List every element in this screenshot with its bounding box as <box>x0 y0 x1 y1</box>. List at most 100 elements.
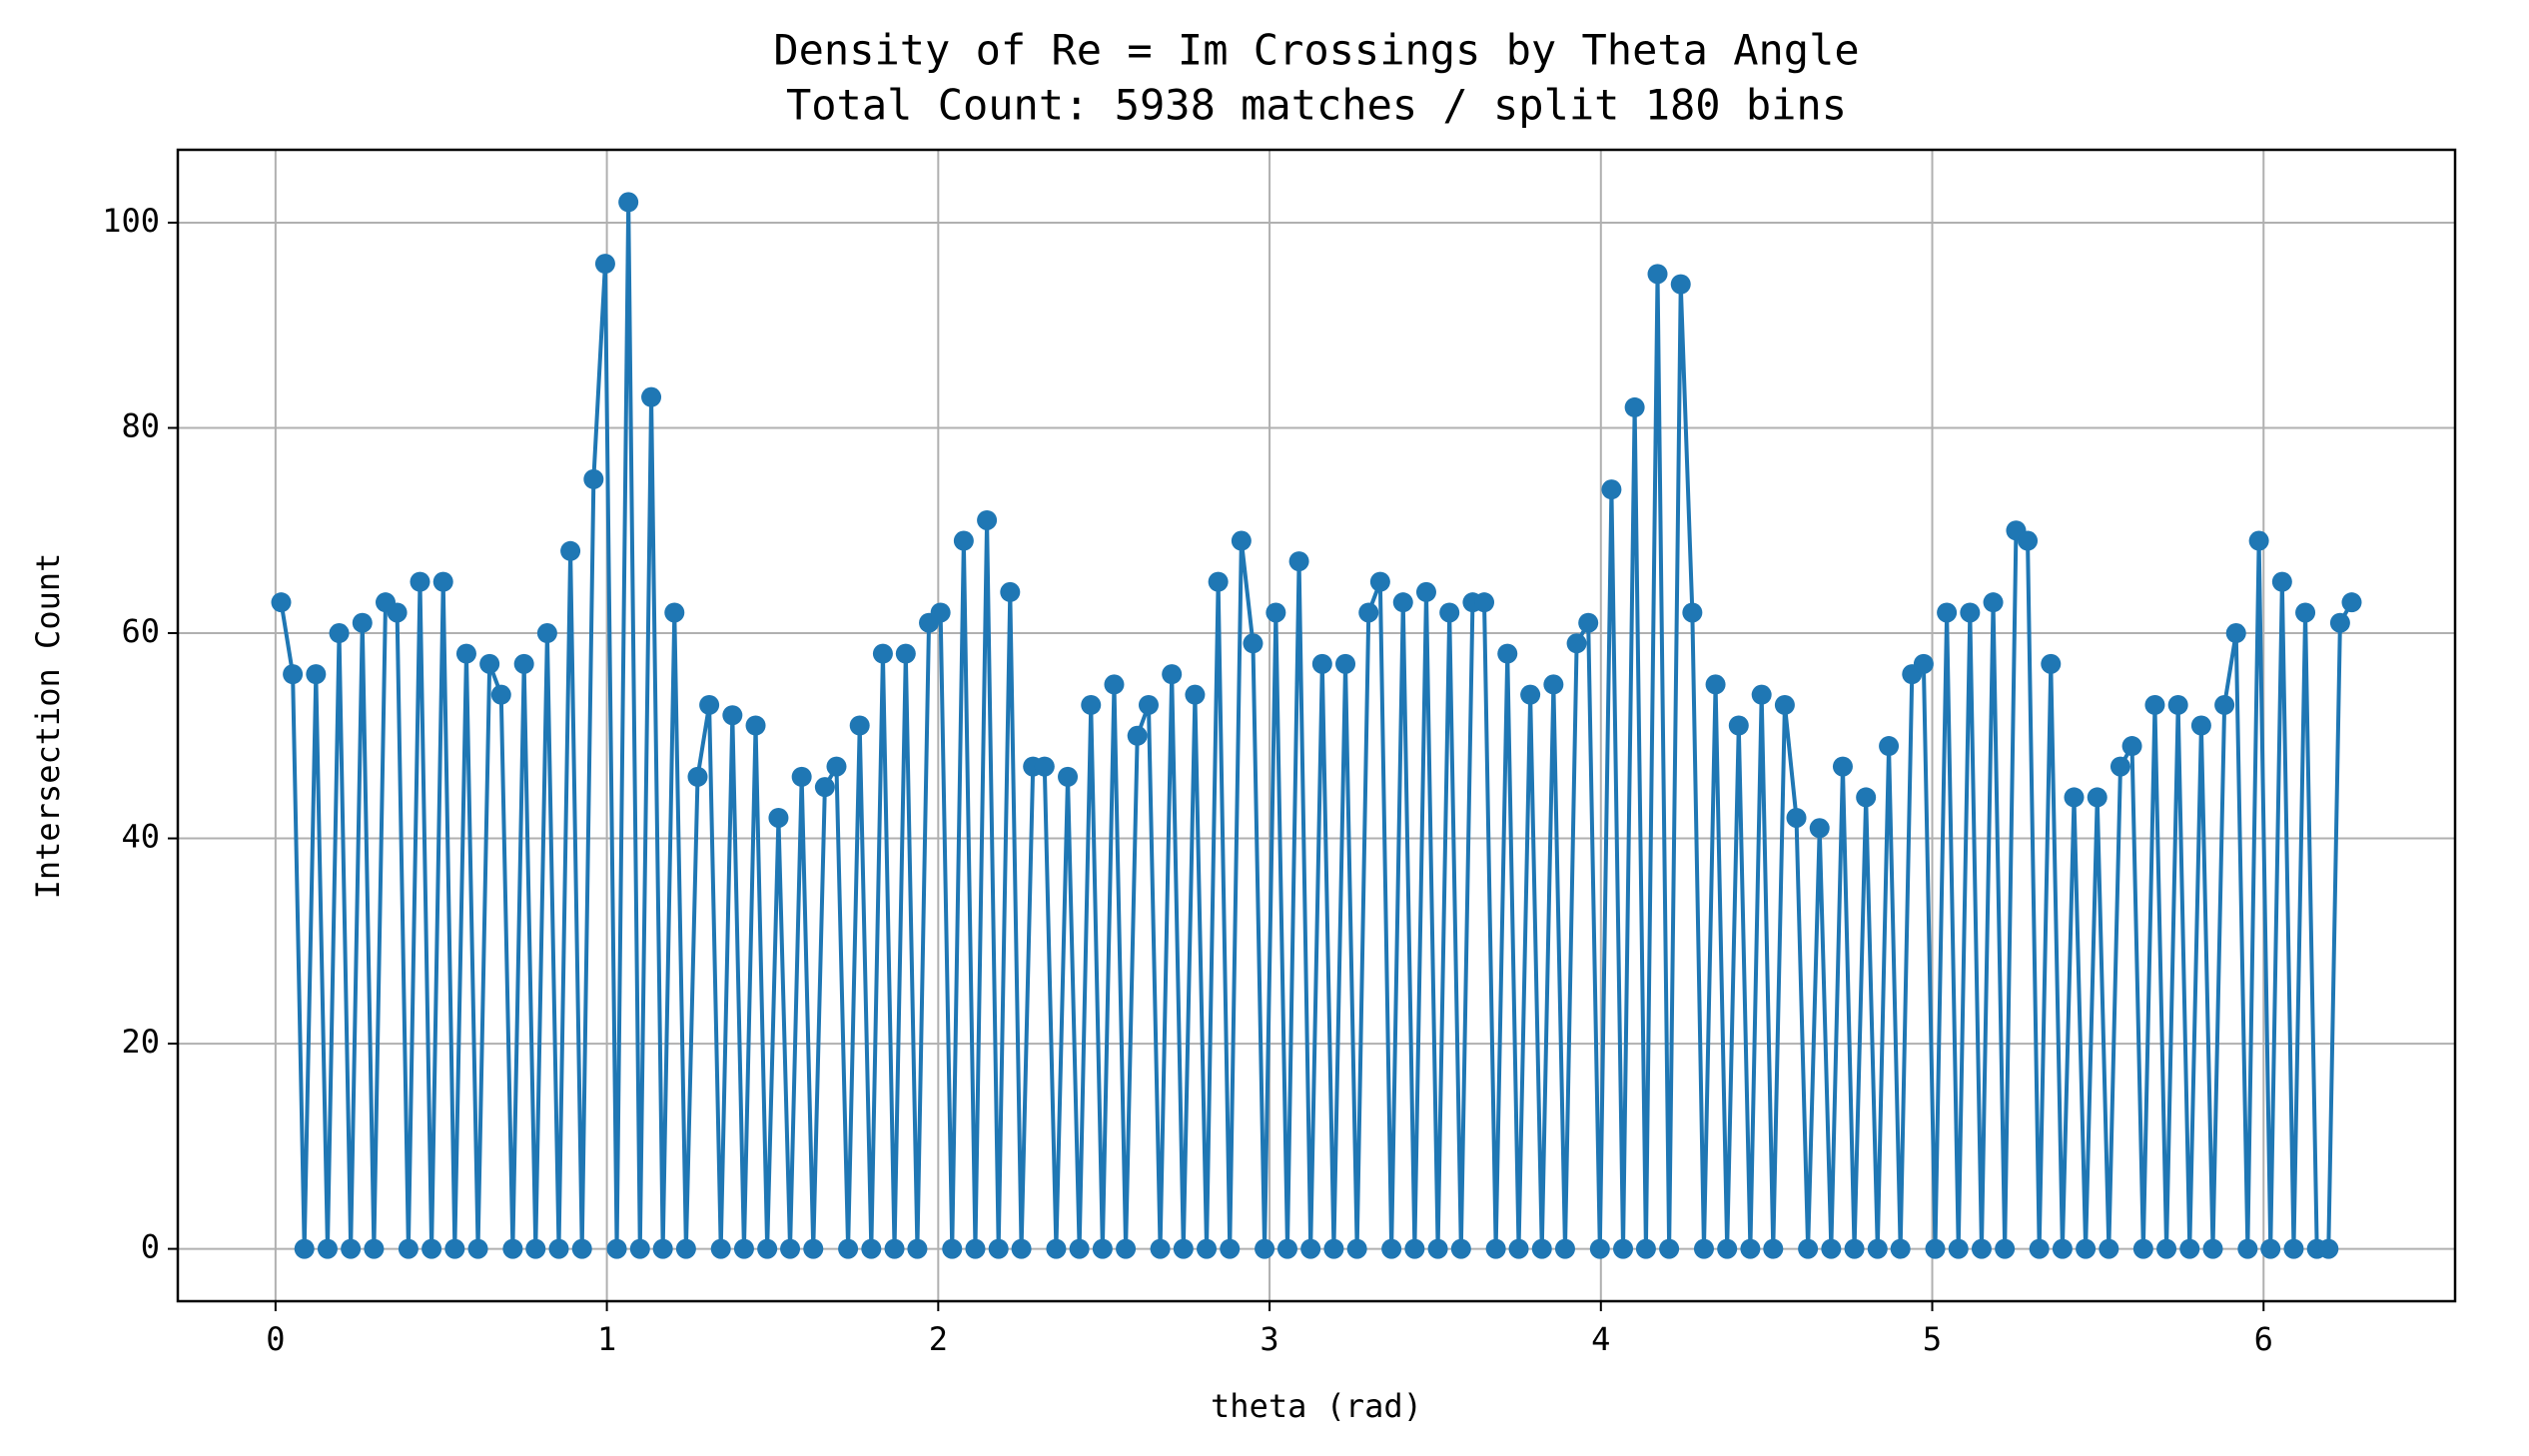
data-point <box>1392 592 1413 613</box>
data-point <box>1890 1238 1911 1259</box>
data-point <box>768 807 789 828</box>
data-point <box>1832 756 1853 777</box>
data-point <box>872 643 893 664</box>
data-point <box>2018 530 2039 551</box>
data-point <box>2144 694 2165 715</box>
data-point <box>387 602 408 623</box>
data-point <box>1520 684 1541 705</box>
data-point <box>1185 684 1206 705</box>
x-tick-label: 4 <box>1591 1320 1610 1358</box>
data-point <box>861 1238 882 1259</box>
data-point <box>2156 1238 2177 1259</box>
data-point <box>329 623 350 644</box>
data-point <box>1300 1238 1321 1259</box>
data-point <box>1613 1238 1634 1259</box>
data-point <box>618 192 639 213</box>
data-point <box>1220 1238 1241 1259</box>
data-point <box>687 766 708 787</box>
data-point <box>1740 1238 1761 1259</box>
data-point <box>826 756 847 777</box>
data-point <box>2052 1238 2073 1259</box>
data-point <box>571 1238 592 1259</box>
data-point <box>1116 1238 1137 1259</box>
x-tick-label: 3 <box>1260 1320 1278 1358</box>
data-line <box>279 200 2354 1251</box>
chart-title: Density of Re = Im Crossings by Theta An… <box>773 26 1859 75</box>
data-point <box>641 386 662 407</box>
data-point <box>1497 643 1518 664</box>
data-point <box>1288 551 1309 572</box>
data-point <box>1659 1238 1680 1259</box>
chart-subtitle: Total Count: 5938 matches / split 180 bi… <box>786 81 1847 130</box>
data-point <box>1751 684 1772 705</box>
data-point <box>1705 674 1726 695</box>
x-axis-label: theta (rad) <box>1211 1387 1422 1425</box>
data-point <box>1427 1238 1448 1259</box>
data-point <box>733 1238 754 1259</box>
data-point <box>1000 581 1021 602</box>
data-point <box>907 1238 928 1259</box>
data-point <box>2248 530 2269 551</box>
data-point <box>803 1238 824 1259</box>
data-point <box>930 602 951 623</box>
data-point <box>1543 674 1564 695</box>
x-tick-label: 6 <box>2254 1320 2273 1358</box>
data-point <box>467 1238 488 1259</box>
data-point <box>1624 396 1645 417</box>
data-point <box>536 623 557 644</box>
data-point <box>1682 602 1703 623</box>
data-point <box>699 694 720 715</box>
data-point <box>1856 787 1877 808</box>
data-point <box>1809 818 1830 839</box>
data-point <box>2260 1238 2281 1259</box>
data-point <box>410 571 430 592</box>
data-point <box>1415 581 1436 602</box>
data-point <box>1231 530 1252 551</box>
data-point <box>2271 571 2292 592</box>
x-tick-label: 5 <box>1923 1320 1942 1358</box>
data-point <box>1531 1238 1552 1259</box>
data-point <box>2283 1238 2304 1259</box>
data-point <box>953 530 974 551</box>
data-point <box>2179 1238 2200 1259</box>
data-point <box>1058 766 1079 787</box>
data-point <box>2121 736 2142 757</box>
data-point <box>1255 1238 1275 1259</box>
data-point <box>1276 1238 1297 1259</box>
data-point <box>675 1238 696 1259</box>
y-tick-label: 80 <box>121 406 160 444</box>
data-point <box>2132 1238 2153 1259</box>
data-point <box>652 1238 673 1259</box>
data-point <box>2190 715 2211 736</box>
data-point <box>1983 592 2004 613</box>
data-point <box>560 540 581 561</box>
data-point <box>1821 1238 1842 1259</box>
data-point <box>1381 1238 1402 1259</box>
data-point <box>2064 787 2085 808</box>
data-point <box>1046 1238 1067 1259</box>
data-point <box>2295 602 2316 623</box>
data-point <box>1554 1238 1575 1259</box>
data-point <box>1589 1238 1610 1259</box>
data-point <box>2202 1238 2223 1259</box>
y-axis-label: Intersection Count <box>29 553 67 900</box>
data-point <box>283 664 304 685</box>
data-point <box>1162 664 1183 685</box>
data-point <box>988 1238 1009 1259</box>
data-point <box>1335 653 1356 674</box>
data-point <box>1104 674 1125 695</box>
x-tick-label: 2 <box>929 1320 948 1358</box>
data-point <box>1439 602 1460 623</box>
data-point <box>422 1238 442 1259</box>
data-point <box>1311 653 1332 674</box>
data-point <box>1450 1238 1471 1259</box>
data-point <box>780 1238 801 1259</box>
data-point <box>1508 1238 1529 1259</box>
data-point <box>1913 653 1934 674</box>
data-point <box>977 509 998 530</box>
y-tick-label: 0 <box>141 1228 160 1266</box>
data-point <box>2225 623 2246 644</box>
data-point <box>1404 1238 1425 1259</box>
data-point <box>1346 1238 1367 1259</box>
